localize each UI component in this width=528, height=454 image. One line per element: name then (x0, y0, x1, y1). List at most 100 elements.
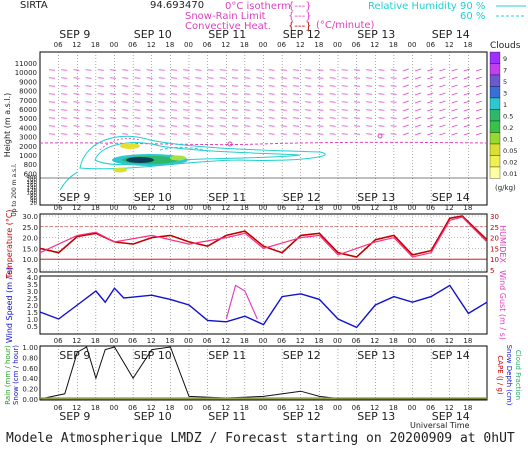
wind-arrow (73, 133, 80, 135)
hour-tick-label: 12 (147, 337, 156, 345)
wind-arrow (366, 133, 373, 135)
hour-tick-label: 06 (277, 404, 286, 412)
height-panel (39, 51, 488, 206)
wind-arrow (109, 125, 117, 127)
day-label: SEP 12 (283, 28, 321, 41)
hour-tick-label: 18 (165, 204, 174, 212)
wind-arrow (427, 132, 434, 136)
wind-arrow (244, 109, 251, 111)
hour-tick-label: 06 (426, 404, 435, 412)
wind-arrow (475, 68, 483, 72)
wind-arrow (402, 108, 409, 112)
wind-arrow (207, 109, 214, 111)
hour-tick-label: 18 (389, 337, 398, 345)
hour-tick-label: 06 (426, 337, 435, 345)
wind-arrow (353, 101, 361, 103)
wind-arrow (109, 109, 117, 111)
wind-arrow (329, 85, 336, 87)
colorbar-label: 1 (503, 101, 507, 109)
temp-tick: 10.0 (22, 256, 38, 264)
wind-arrow (451, 132, 458, 136)
hour-tick-label: 18 (240, 337, 249, 345)
rh-title: Relative Humidity (368, 1, 457, 12)
wind-arrow (183, 125, 190, 127)
wind-arrow (414, 76, 422, 80)
wind-arrow (85, 85, 92, 87)
wind-arrow (366, 69, 373, 71)
wind-arrow (329, 93, 336, 95)
wind-arrow (85, 101, 92, 103)
hour-tick-label: 18 (314, 41, 323, 49)
hour-tick-label: 12 (445, 337, 454, 345)
wind-arrow (195, 133, 202, 135)
hour-tick-label: 00 (408, 41, 417, 49)
wind-arrow (292, 69, 300, 71)
humidex-tick: 15 (490, 245, 499, 253)
wind-arrow (122, 117, 129, 119)
wind-arrow (292, 101, 300, 103)
wind-arrow (414, 68, 422, 72)
wind-arrow (219, 133, 226, 135)
wind-arrow (463, 100, 470, 104)
hour-tick-label: 06 (203, 41, 212, 49)
wind-speed-line (39, 284, 488, 329)
height-tick: 2000 (19, 143, 37, 151)
wind-arrow (475, 84, 483, 88)
wind-arrow (427, 92, 434, 96)
temp-tick: 30.0 (22, 213, 38, 221)
wind-arrow (305, 101, 312, 103)
wind-arrow (61, 101, 68, 103)
height-tick: 180 (27, 180, 38, 186)
isotherm-marker (377, 133, 383, 139)
wind-arrow (451, 124, 458, 128)
hour-tick-label: 00 (333, 41, 342, 49)
wind-arrow (280, 109, 287, 111)
wind-arrow (341, 101, 348, 103)
height-tick: 600 (24, 170, 37, 178)
temp-tick: 20.0 (22, 235, 38, 243)
wind-arrow (402, 76, 409, 80)
wind-arrow (366, 77, 373, 79)
hour-tick-label: 18 (91, 337, 100, 345)
wind-arrow (292, 133, 300, 135)
wind-arrow (439, 92, 446, 96)
wind-arrow (134, 133, 141, 135)
wind-arrow (195, 69, 202, 71)
wind-arrow (329, 109, 336, 111)
height-tick: 6000 (19, 106, 37, 114)
wind-arrow (280, 93, 287, 95)
wind-arrow (61, 69, 68, 71)
hour-tick-label: 18 (389, 41, 398, 49)
wind-arrow (146, 85, 153, 87)
wind-arrow (317, 77, 324, 79)
wind-arrow (207, 133, 214, 135)
height-tick: 1000 (19, 152, 37, 160)
wind-arrow (414, 84, 422, 88)
cloud-fraction-axis-label: Cloud Fraction (514, 350, 522, 400)
wind-arrow (427, 76, 434, 80)
wind-arrow (256, 77, 263, 79)
wind-arrow (122, 69, 129, 71)
height-tick: 10000 (15, 69, 37, 77)
wind-arrow (414, 116, 422, 120)
hour-tick-label: 18 (314, 404, 323, 412)
hour-tick-label: 00 (408, 337, 417, 345)
gust-axis-label: Wind Gust (m / s) (498, 270, 507, 340)
day-label: SEP 11 (208, 28, 246, 41)
hour-tick-label: 00 (259, 41, 268, 49)
wind-arrow (305, 117, 312, 119)
day-label: SEP 14 (432, 410, 470, 423)
wind-arrow (170, 117, 178, 119)
hour-tick-label: 12 (296, 337, 305, 345)
wind-arrow (244, 101, 251, 103)
colorbar-label: 0.1 (503, 136, 513, 144)
height-tick: 120 (27, 188, 38, 194)
wind-arrow (292, 85, 300, 87)
wind-arrow (122, 125, 129, 127)
wind-arrow (146, 109, 153, 111)
isotherm-line (39, 141, 488, 146)
wind-arrow (231, 85, 239, 87)
wind-arrow (256, 133, 263, 135)
wind-arrow (280, 101, 287, 103)
snowrain-bracket: {---} (288, 11, 312, 22)
